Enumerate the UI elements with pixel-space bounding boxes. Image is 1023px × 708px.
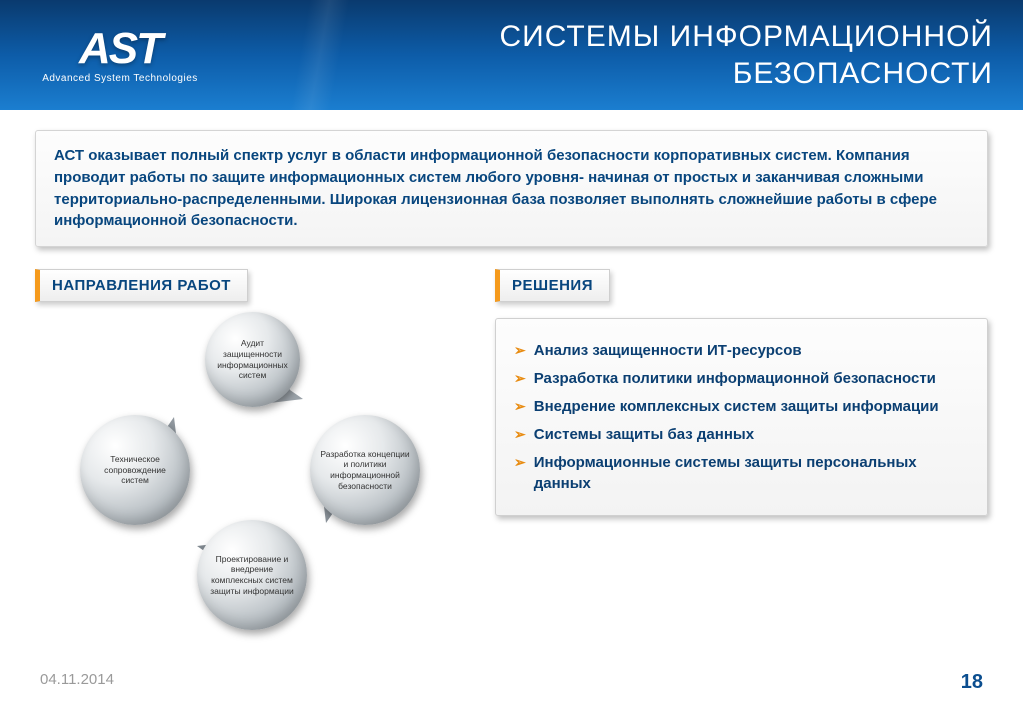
solution-item: ➢ Разработка политики информационной без… [514,368,969,389]
solution-text: Системы защиты баз данных [534,424,754,445]
slide-title: СИСТЕМЫ ИНФОРМАЦИОННОЙ БЕЗОПАСНОСТИ [220,18,1003,93]
solution-text: Внедрение комплексных систем защиты инфо… [534,396,939,417]
solutions-box: ➢ Анализ защищенности ИТ-ресурсов ➢ Разр… [495,318,988,516]
chevron-icon: ➢ [514,396,526,417]
slide-header: AST Advanced System Technologies СИСТЕМЫ… [0,0,1023,110]
slide-footer: 04.11.2014 18 [0,671,1023,694]
cycle-node-bottom: Проектирование и внедрение комплексных с… [197,520,307,630]
directions-column: НАПРАВЛЕНИЯ РАБОТ [35,269,465,620]
chevron-icon: ➢ [514,368,526,389]
logo-block: AST Advanced System Technologies [20,27,220,84]
directions-label: НАПРАВЛЕНИЯ РАБОТ [35,269,248,302]
cycle-diagram-wrap: Аудит защищенности информационных систем… [35,320,465,620]
intro-box: АСТ оказывает полный спектр услуг в обла… [35,130,988,247]
solution-item: ➢ Системы защиты баз данных [514,424,969,445]
logo-text: AST [79,27,161,71]
title-line-2: БЕЗОПАСНОСТИ [733,57,993,90]
solution-item: ➢ Анализ защищенности ИТ-ресурсов [514,340,969,361]
cycle-diagram: Аудит защищенности информационных систем… [85,320,415,620]
cycle-node-right: Разработка концепции и политики информац… [310,415,420,525]
solution-item: ➢ Внедрение комплексных систем защиты ин… [514,396,969,417]
footer-page-number: 18 [961,671,983,694]
solutions-label: РЕШЕНИЯ [495,269,610,302]
columns: НАПРАВЛЕНИЯ РАБОТ [35,269,988,620]
logo-subtitle: Advanced System Technologies [42,73,198,84]
chevron-icon: ➢ [514,424,526,445]
chevron-icon: ➢ [514,452,526,473]
chevron-icon: ➢ [514,340,526,361]
title-line-1: СИСТЕМЫ ИНФОРМАЦИОННОЙ [500,20,993,53]
solution-item: ➢ Информационные системы защиты персонал… [514,452,969,494]
footer-date: 04.11.2014 [40,671,114,694]
solution-text: Анализ защищенности ИТ-ресурсов [534,340,802,361]
solutions-column: РЕШЕНИЯ ➢ Анализ защищенности ИТ-ресурсо… [495,269,988,620]
cycle-node-left: Техническое сопровождение систем [80,415,190,525]
solution-text: Информационные системы защиты персональн… [534,452,969,494]
slide-content: АСТ оказывает полный спектр услуг в обла… [0,110,1023,620]
solution-text: Разработка политики информационной безоп… [534,368,936,389]
cycle-node-top: Аудит защищенности информационных систем [205,312,300,407]
